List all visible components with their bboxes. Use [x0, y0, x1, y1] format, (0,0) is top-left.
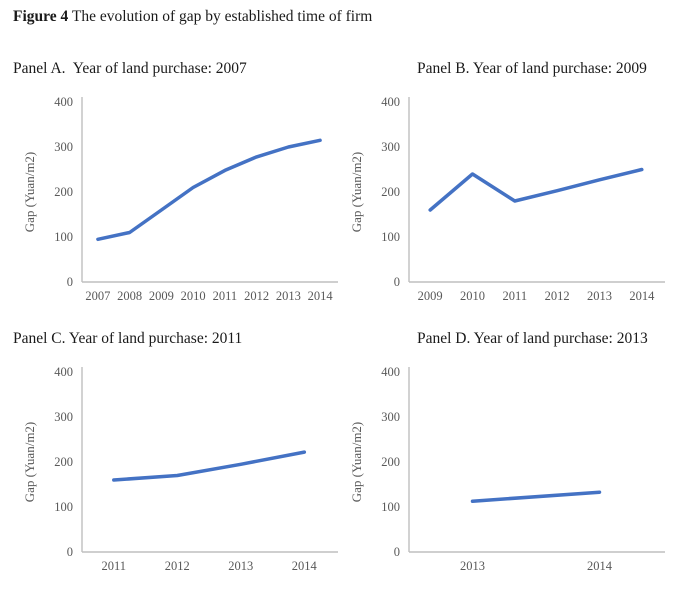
y-tick-label: 100 [54, 500, 73, 514]
x-tick-label: 2014 [292, 559, 318, 573]
panel-c-title: Panel C. Year of land purchase: 2011 [13, 330, 243, 347]
y-tick-label: 100 [381, 230, 400, 244]
y-tick-label: 400 [381, 365, 400, 379]
y-axis-title: Gap (Yuan/m2) [349, 152, 364, 233]
y-axis-title: Gap (Yuan/m2) [22, 422, 37, 503]
panel-b-line-chart: 0 100 200 300 400 Gap (Yuan/m2) 2009 2010 2011 20… [349, 95, 665, 303]
y-tick-label: 100 [54, 230, 73, 244]
y-tick-label: 200 [54, 185, 73, 199]
y-tick-label: 400 [54, 95, 73, 109]
x-tick-label: 2014 [629, 289, 655, 303]
y-tick-label: 200 [381, 455, 400, 469]
x-tick-label: 2013 [228, 559, 253, 573]
y-tick-label: 0 [67, 275, 73, 289]
y-tick-label: 300 [381, 140, 400, 154]
y-tick-label: 300 [54, 140, 73, 154]
y-axis-title: Gap (Yuan/m2) [22, 152, 37, 233]
x-tick-label: 2010 [460, 289, 485, 303]
data-line [428, 167, 644, 212]
x-tick-label: 2009 [149, 289, 174, 303]
x-tick-label: 2012 [165, 559, 190, 573]
panel-d-line-chart: 0 100 200 300 400 Gap (Yuan/m2) 2013 2014 [349, 365, 665, 573]
data-line [470, 490, 602, 503]
figure-caption: The evolution of gap by established time… [68, 8, 373, 25]
panel-d: Panel D. Year of land purchase: 2013 0 10… [347, 330, 693, 592]
x-tick-label: 2014 [587, 559, 613, 573]
x-tick-label: 2012 [545, 289, 570, 303]
y-tick-label: 300 [381, 410, 400, 424]
data-line [96, 138, 322, 242]
x-tick-label: 2011 [503, 289, 528, 303]
panel-a-title: Panel A. Year of land purchase: 2007 [13, 60, 247, 77]
y-tick-label: 0 [67, 545, 73, 559]
x-tick-label: 2011 [213, 289, 238, 303]
x-tick-label: 2012 [244, 289, 269, 303]
y-tick-label: 300 [54, 410, 73, 424]
x-tick-label: 2013 [587, 289, 612, 303]
panel-a-line-chart: 0 100 200 300 400 Gap (Yuan/m2) 2007 2008 2009 20… [22, 95, 338, 303]
x-tick-label: 2008 [117, 289, 142, 303]
y-tick-label: 200 [381, 185, 400, 199]
panel-a: Panel A. Year of land purchase: 2007 0 10… [13, 60, 359, 322]
x-tick-label: 2010 [181, 289, 206, 303]
y-tick-label: 0 [394, 275, 400, 289]
panel-c-line-chart: 0 100 200 300 400 Gap (Yuan/m2) 2011 2012 2013 20… [22, 365, 338, 573]
y-tick-label: 100 [381, 500, 400, 514]
y-tick-label: 0 [394, 545, 400, 559]
x-tick-label: 2013 [460, 559, 485, 573]
panel-b-title: Panel B. Year of land purchase: 2009 [417, 60, 647, 77]
x-tick-label: 2007 [85, 289, 110, 303]
figure-number: Figure 4 [13, 8, 69, 25]
x-tick-label: 2014 [308, 289, 334, 303]
x-tick-label: 2013 [276, 289, 301, 303]
x-tick-label: 2009 [418, 289, 443, 303]
panel-c: Panel C. Year of land purchase: 2011 0 10… [13, 330, 359, 592]
figure-title: Figure 4 The evolution of gap by establi… [13, 8, 372, 26]
panel-b: Panel B. Year of land purchase: 2009 0 10… [347, 60, 693, 322]
y-tick-label: 400 [381, 95, 400, 109]
y-tick-label: 400 [54, 365, 73, 379]
y-tick-label: 200 [54, 455, 73, 469]
data-line [112, 450, 307, 482]
panel-d-title: Panel D. Year of land purchase: 2013 [417, 330, 648, 347]
y-axis-title: Gap (Yuan/m2) [349, 422, 364, 503]
x-tick-label: 2011 [101, 559, 126, 573]
